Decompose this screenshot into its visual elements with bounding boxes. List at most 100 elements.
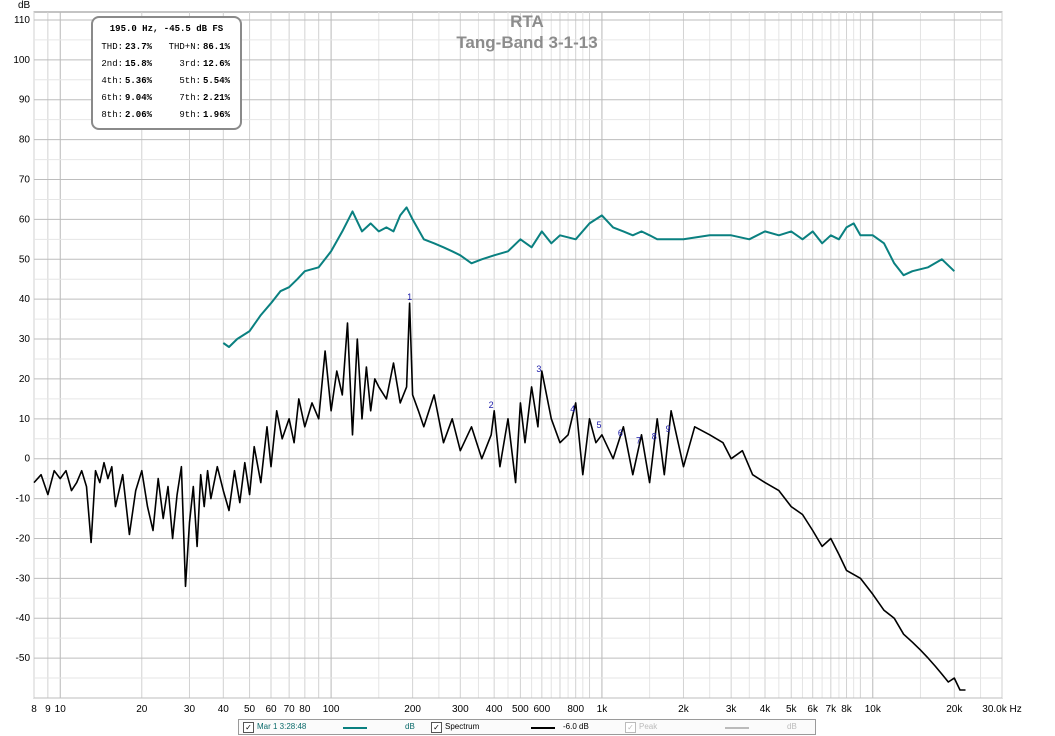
y-tick-label: 80 — [19, 135, 31, 146]
info-header: 195.0 Hz, -45.5 dB FS — [109, 24, 224, 34]
info-row: THD: 23.7% THD+N: 86.1% — [99, 42, 236, 54]
x-tick-label: 1k — [597, 704, 609, 715]
x-tick-label: 8 — [31, 704, 37, 715]
info-key: 6th: — [101, 93, 123, 103]
x-tick-label: 2k — [678, 704, 690, 715]
legend-value: dB — [787, 722, 797, 731]
x-tick-label: 10 — [55, 704, 67, 715]
x-tick-label: 30.0k Hz — [982, 704, 1021, 715]
x-tick-label: 200 — [404, 704, 421, 715]
info-value: 5.54% — [203, 76, 231, 86]
x-tick-label: 50 — [244, 704, 256, 715]
legend-value: -6.0 dB — [563, 722, 589, 731]
x-tick-label: 40 — [218, 704, 230, 715]
chart-title: RTA — [510, 12, 544, 31]
x-tick-label: 4k — [760, 704, 772, 715]
y-tick-label: 50 — [19, 254, 31, 265]
x-tick-label: 600 — [534, 704, 551, 715]
x-tick-label: 60 — [265, 704, 277, 715]
harmonic-marker-5: 5 — [596, 420, 601, 430]
info-value: 12.6% — [203, 59, 231, 69]
info-value: 86.1% — [203, 42, 231, 52]
harmonic-marker-6: 6 — [618, 428, 623, 438]
harmonic-marker-8: 8 — [652, 432, 657, 442]
x-tick-label: 70 — [284, 704, 296, 715]
info-key: 8th: — [101, 110, 123, 120]
harmonic-marker-9: 9 — [666, 424, 671, 434]
y-tick-label: -40 — [16, 613, 31, 624]
harmonic-marker-4: 4 — [570, 404, 575, 414]
info-row: 6th: 9.04% 7th: 2.21% — [99, 93, 236, 105]
x-tick-label: 30 — [184, 704, 196, 715]
distortion-info-box: 195.0 Hz, -45.5 dB FS THD: 23.7% THD+N: 86.… — [91, 16, 242, 130]
x-tick-label: 7k — [826, 704, 838, 715]
harmonic-marker-2: 2 — [489, 400, 494, 410]
legend-label: Peak — [639, 722, 658, 731]
y-tick-label: 30 — [19, 334, 31, 345]
y-tick-label: 90 — [19, 95, 31, 106]
x-tick-label: 9 — [45, 704, 51, 715]
info-value: 9.04% — [125, 93, 153, 103]
info-value: 2.06% — [125, 110, 153, 120]
info-value: 5.36% — [125, 76, 153, 86]
legend-swatch — [343, 727, 367, 729]
info-key: 4th: — [101, 76, 123, 86]
info-row: 4th: 5.36% 5th: 5.54% — [99, 76, 236, 88]
x-tick-label: 300 — [452, 704, 469, 715]
x-tick-label: 5k — [786, 704, 798, 715]
info-key: 7th: — [179, 93, 201, 103]
info-value: 1.96% — [203, 110, 231, 120]
legend-label: Spectrum — [445, 722, 480, 731]
info-value: 2.21% — [203, 93, 231, 103]
legend-checkbox[interactable]: ✓ — [625, 722, 636, 733]
legend-swatch — [725, 727, 749, 729]
x-tick-label: 3k — [726, 704, 738, 715]
info-key: 2nd: — [101, 59, 123, 69]
chart-subtitle: Tang-Band 3-1-13 — [456, 33, 597, 52]
y-tick-label: 60 — [19, 214, 31, 225]
info-key: THD: — [101, 42, 123, 52]
x-tick-label: 8k — [841, 704, 853, 715]
harmonic-marker-7: 7 — [636, 436, 641, 446]
legend-swatch — [531, 727, 555, 729]
legend-bar: ✓ Mar 1 3:28:48 dB ✓ Spectrum -6.0 dB ✓ Peak dB — [238, 719, 816, 735]
info-row: 8th: 2.06% 9th: 1.96% — [99, 110, 236, 122]
series-layer — [33, 206, 966, 691]
info-key: 3rd: — [179, 59, 201, 69]
y-tick-label: -10 — [16, 494, 31, 505]
series-mar-1-line — [222, 206, 955, 348]
info-key: 5th: — [179, 76, 201, 86]
legend-label: Mar 1 3:28:48 — [257, 722, 307, 731]
y-tick-label: 110 — [14, 15, 30, 26]
info-key: 9th: — [179, 110, 201, 120]
x-tick-label: 800 — [567, 704, 584, 715]
y-tick-label: 100 — [13, 55, 30, 66]
y-tick-label: 20 — [19, 374, 31, 385]
x-tick-label: 500 — [512, 704, 529, 715]
legend-checkbox[interactable]: ✓ — [431, 722, 442, 733]
info-row: 2nd: 15.8% 3rd: 12.6% — [99, 59, 236, 71]
x-tick-label: 20k — [946, 704, 963, 715]
y-tick-label: -50 — [16, 653, 31, 664]
y-tick-label: 10 — [19, 414, 31, 425]
info-value: 15.8% — [125, 59, 153, 69]
harmonic-marker-3: 3 — [536, 364, 541, 374]
info-key: THD+N: — [168, 42, 201, 52]
y-axis-label: dB — [18, 0, 31, 11]
legend-value: dB — [405, 722, 415, 731]
y-tick-label: -30 — [16, 573, 31, 584]
y-tick-label: 0 — [24, 454, 30, 465]
x-tick-label: 20 — [136, 704, 148, 715]
y-tick-label: -20 — [16, 533, 31, 544]
x-tick-label: 6k — [807, 704, 819, 715]
x-tick-label: 400 — [486, 704, 503, 715]
info-value: 23.7% — [125, 42, 153, 52]
y-tick-label: 70 — [19, 175, 31, 186]
x-tick-label: 10k — [865, 704, 882, 715]
x-tick-label: 100 — [323, 704, 340, 715]
series-spectrum-line — [33, 302, 966, 691]
legend-checkbox[interactable]: ✓ — [243, 722, 254, 733]
y-tick-label: 40 — [19, 294, 31, 305]
x-tick-label: 80 — [299, 704, 311, 715]
harmonic-marker-1: 1 — [407, 292, 412, 302]
